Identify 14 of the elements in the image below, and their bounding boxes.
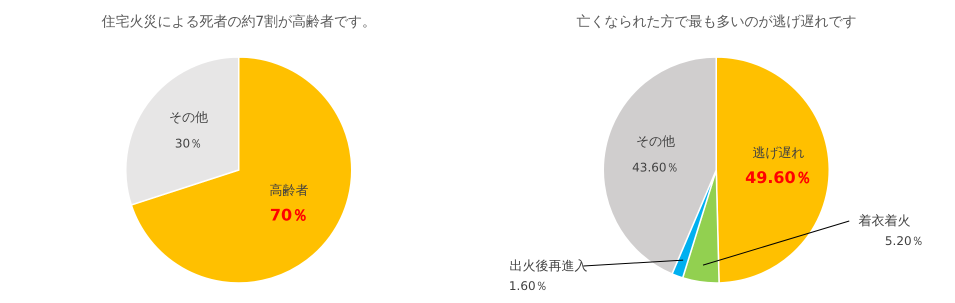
slice-label: 逃げ遅れ (752, 146, 804, 162)
chart-title: 亡くなられた方で最も多いのが逃げ遅れです (576, 14, 856, 30)
data-label: 70％ (270, 206, 308, 225)
slice-label: その他 (168, 110, 208, 126)
data-label: 43.60％ (632, 160, 679, 175)
data-label: 1.60％ (508, 279, 548, 293)
slice-label: 出火後再進入 (509, 259, 588, 274)
data-label: 49.60％ (745, 168, 812, 188)
data-label: 30％ (174, 136, 202, 150)
slice-label: その他 (636, 134, 675, 150)
data-label: 5.20％ (884, 234, 924, 248)
chart-title: 住宅火災による死者の約7割が高齢者です。 (100, 14, 376, 30)
slice-label: 高齢者 (270, 182, 309, 199)
slice-label: 着衣着火 (858, 213, 910, 229)
